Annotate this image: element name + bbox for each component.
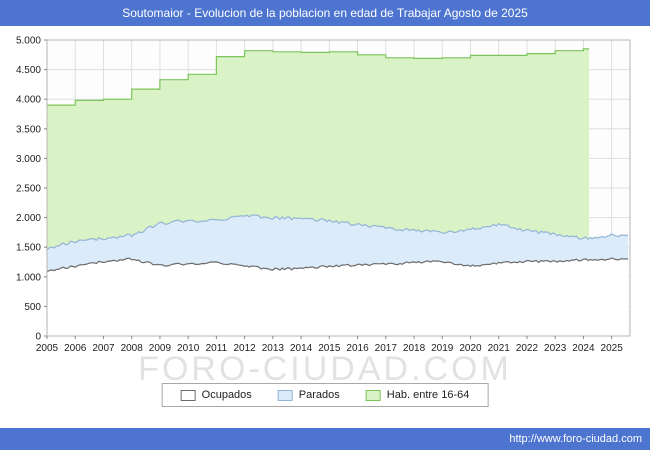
legend-item-hab: Hab. entre 16-64 [365,389,470,401]
svg-text:500: 500 [24,302,41,313]
svg-text:2016: 2016 [346,343,369,354]
ocupados-swatch-icon [180,389,196,401]
svg-text:2022: 2022 [516,343,539,354]
svg-text:4.000: 4.000 [16,95,41,106]
svg-text:0: 0 [35,332,41,343]
footer-bar: http://www.foro-ciudad.com [0,428,650,450]
svg-text:1.500: 1.500 [16,243,41,254]
svg-text:2007: 2007 [92,343,115,354]
legend-label-hab: Hab. entre 16-64 [386,389,470,401]
svg-text:2015: 2015 [318,343,341,354]
legend-label-ocupados: Ocupados [201,389,252,401]
chart-title: Soutomaior - Evolucion de la poblacion e… [122,6,528,20]
svg-text:2024: 2024 [572,343,595,354]
svg-text:3.500: 3.500 [16,124,41,135]
legend-item-parados: Parados [277,389,340,401]
svg-text:2010: 2010 [177,343,200,354]
svg-text:2005: 2005 [36,343,59,354]
svg-text:2008: 2008 [121,343,144,354]
footer-url[interactable]: http://www.foro-ciudad.com [509,433,642,445]
legend-label-parados: Parados [298,389,340,401]
svg-text:2023: 2023 [544,343,567,354]
legend-item-ocupados: Ocupados [180,389,252,401]
parados-swatch-icon [277,389,293,401]
svg-text:2019: 2019 [431,343,454,354]
svg-text:2014: 2014 [290,343,313,354]
svg-text:2013: 2013 [262,343,285,354]
hab-swatch-icon [365,389,381,401]
svg-text:2025: 2025 [601,343,624,354]
svg-text:5.000: 5.000 [16,36,41,47]
svg-text:4.500: 4.500 [16,65,41,76]
svg-text:2009: 2009 [149,343,172,354]
area-chart-svg: 0 500 1.000 1.500 2.000 2.500 3.000 3.500 4.000 4… [16,36,631,354]
svg-text:1.000: 1.000 [16,272,41,283]
svg-text:2006: 2006 [64,343,87,354]
title-bar: Soutomaior - Evolucion de la poblacion e… [0,0,650,26]
svg-text:2021: 2021 [488,343,511,354]
svg-text:2018: 2018 [403,343,426,354]
svg-text:2.500: 2.500 [16,184,41,195]
svg-text:2012: 2012 [234,343,257,354]
chart-area: 0 500 1.000 1.500 2.000 2.500 3.000 3.500 4.000 4… [0,26,650,356]
svg-text:3.000: 3.000 [16,154,41,165]
svg-text:2017: 2017 [375,343,398,354]
svg-text:2011: 2011 [206,343,228,354]
svg-text:2.000: 2.000 [16,213,41,224]
svg-text:2020: 2020 [459,343,482,354]
chart-legend: Ocupados Parados Hab. entre 16-64 [161,383,489,407]
